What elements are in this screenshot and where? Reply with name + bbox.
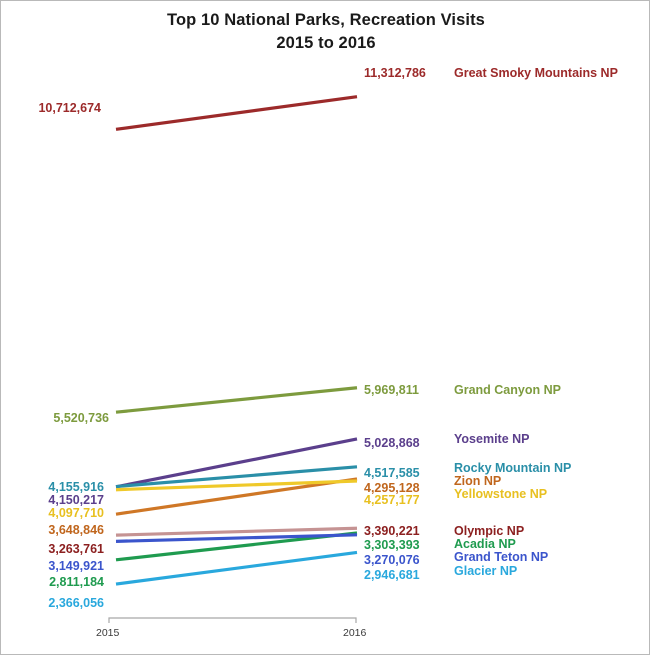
- value-label-left-acadia: 2,811,184: [49, 575, 104, 589]
- series-label-yellowstone: Yellowstone NP: [454, 487, 548, 501]
- series-label-olympic: Olympic NP: [454, 524, 525, 538]
- series-label-great-smoky: Great Smoky Mountains NP: [454, 66, 618, 80]
- value-label-right-great-smoky: 11,312,786: [364, 66, 426, 80]
- series-line-yellowstone-np[interactable]: [115, 479, 358, 492]
- value-label-right-acadia: 3,303,393: [364, 538, 420, 552]
- series-label-grand-teton: Grand Teton NP: [454, 550, 549, 564]
- x-axis-bracket: [108, 617, 357, 623]
- series-lines-group: [115, 95, 358, 586]
- series-line-glacier-np[interactable]: [115, 550, 358, 586]
- value-label-left-yosemite: 4,150,217: [48, 493, 104, 507]
- value-label-right-glacier: 2,946,681: [364, 568, 420, 582]
- value-label-right-grand-canyon: 5,969,811: [364, 383, 419, 397]
- series-label-acadia: Acadia NP: [454, 537, 516, 551]
- series-line-rocky-mountain-np[interactable]: [115, 465, 358, 489]
- chart-subtitle: 2015 to 2016: [276, 33, 376, 52]
- value-label-left-rocky-mountain: 4,155,916: [48, 480, 104, 494]
- value-label-right-yosemite: 5,028,868: [364, 436, 420, 450]
- series-line-zion-np[interactable]: [115, 477, 358, 516]
- value-label-right-olympic: 3,390,221: [364, 524, 420, 538]
- value-label-right-grand-teton: 3,270,076: [364, 553, 420, 567]
- value-label-left-grand-teton: 3,149,921: [48, 559, 104, 573]
- chart-title-block: Top 10 National Parks, Recreation Visits…: [1, 9, 649, 55]
- value-label-left-zion: 3,648,846: [48, 523, 104, 537]
- value-label-right-rocky-mountain: 4,517,585: [364, 466, 420, 480]
- x-axis-group: [108, 617, 357, 623]
- value-label-left-great-smoky: 10,712,674: [38, 101, 101, 115]
- value-label-right-zion: 4,295,128: [364, 481, 420, 495]
- series-line-great-smoky-mountains-np[interactable]: [115, 95, 358, 131]
- series-label-zion: Zion NP: [454, 474, 502, 488]
- page-title: Top 10 National Parks, Recreation Visits: [167, 11, 485, 29]
- series-label-yosemite: Yosemite NP: [454, 432, 530, 446]
- value-label-right-yellowstone: 4,257,177: [364, 493, 420, 507]
- value-label-left-grand-canyon: 5,520,736: [53, 411, 109, 425]
- x-tick-label-2016: 2016: [343, 627, 367, 639]
- series-line-grand-canyon-np[interactable]: [115, 386, 358, 414]
- value-label-left-yellowstone: 4,097,710: [48, 506, 104, 520]
- value-label-left-olympic: 3,263,761: [48, 542, 104, 556]
- series-label-rocky-mountain: Rocky Mountain NP: [454, 461, 572, 475]
- value-label-left-glacier: 2,366,056: [48, 596, 104, 610]
- series-label-grand-canyon: Grand Canyon NP: [454, 383, 561, 397]
- series-line-yosemite-np[interactable]: [115, 437, 358, 489]
- series-line-grand-teton-np[interactable]: [115, 533, 358, 543]
- series-label-glacier: Glacier NP: [454, 564, 518, 578]
- series-line-olympic-np[interactable]: [115, 526, 358, 537]
- x-tick-label-2015: 2015: [96, 627, 120, 639]
